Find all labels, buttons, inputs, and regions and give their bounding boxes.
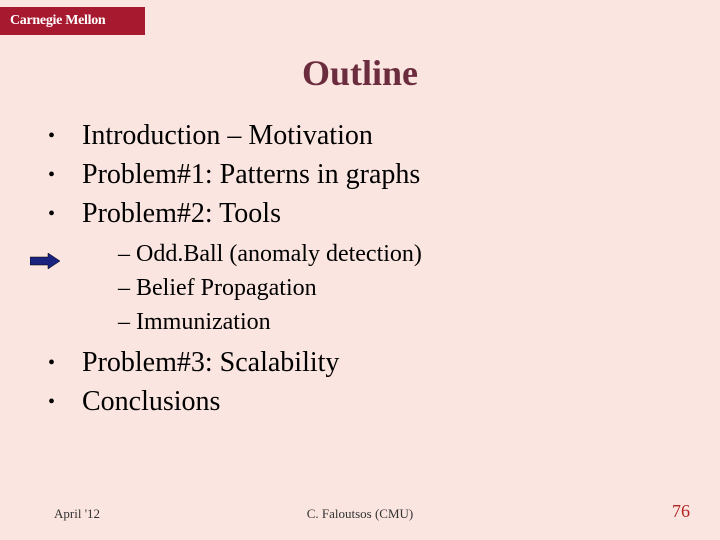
bullet-item: • Problem#2: Tools <box>48 196 688 233</box>
page-number: 76 <box>672 501 690 522</box>
bullet-item: • Introduction – Motivation <box>48 118 688 155</box>
sub-bullet-text: Belief Propagation <box>136 275 317 301</box>
logo-text: Carnegie Mellon <box>10 13 105 28</box>
arrow-right-icon <box>30 253 60 269</box>
bullet-dot-icon: • <box>48 201 82 227</box>
slide-content: • Introduction – Motivation • Problem#1:… <box>48 118 688 423</box>
bullet-text: Problem#3: Scalability <box>82 345 339 382</box>
bullet-dot-icon: • <box>48 123 82 149</box>
bullet-item: • Problem#1: Patterns in graphs <box>48 157 688 194</box>
bullet-dot-icon: • <box>48 350 82 376</box>
bullet-item: • Conclusions <box>48 384 688 421</box>
sub-bullet-text: Odd.Ball (anomaly detection) <box>136 241 422 267</box>
sub-bullet-item: – Belief Propagation <box>118 271 688 305</box>
sub-bullet-item: – Immunization <box>118 305 688 339</box>
bullet-text: Introduction – Motivation <box>82 118 373 155</box>
bullet-dot-icon: • <box>48 162 82 188</box>
slide-footer: April '12 C. Faloutsos (CMU) 76 <box>0 502 720 522</box>
slide-title: Outline <box>0 52 720 94</box>
sub-bullet-text: Immunization <box>136 309 271 335</box>
logo-bar: Carnegie Mellon <box>0 7 145 35</box>
footer-author: C. Faloutsos (CMU) <box>0 506 720 522</box>
bullet-dot-icon: • <box>48 389 82 415</box>
bullet-item: • Problem#3: Scalability <box>48 345 688 382</box>
arrow-shape <box>30 253 60 269</box>
sub-bullet-block: – Odd.Ball (anomaly detection) – Belief … <box>118 237 688 339</box>
sub-bullet-item: – Odd.Ball (anomaly detection) <box>118 237 688 271</box>
bullet-text: Conclusions <box>82 384 220 421</box>
bullet-text: Problem#1: Patterns in graphs <box>82 157 420 194</box>
bullet-text: Problem#2: Tools <box>82 196 281 233</box>
